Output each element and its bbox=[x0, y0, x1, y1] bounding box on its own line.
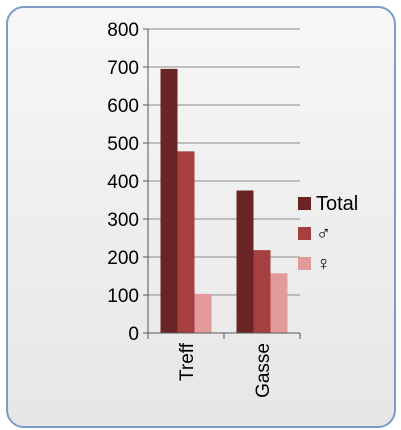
legend-label: Total bbox=[316, 193, 358, 215]
x-tick-label: Gasse bbox=[253, 343, 274, 398]
legend-label: ♂ bbox=[316, 223, 331, 245]
bars bbox=[160, 68, 288, 334]
axes bbox=[143, 28, 301, 339]
legend-swatch bbox=[298, 227, 311, 240]
bar-treff-2 bbox=[194, 293, 212, 333]
chart-frame bbox=[6, 6, 396, 428]
y-tick-labels: 0 100 200 300 400 500 600 700 800 bbox=[107, 20, 139, 345]
legend-swatch bbox=[298, 197, 311, 210]
y-tick-label: 200 bbox=[107, 248, 139, 269]
y-tick-label: 500 bbox=[107, 134, 139, 155]
legend-swatch bbox=[298, 257, 311, 270]
y-tick-label: 600 bbox=[107, 96, 139, 117]
legend: Total ♂ ♀ bbox=[298, 193, 358, 275]
bar-gasse-0 bbox=[236, 190, 254, 333]
x-tick-label: Treff bbox=[177, 342, 198, 381]
y-tick-label: 400 bbox=[107, 172, 139, 193]
y-tick-label: 700 bbox=[107, 58, 139, 79]
y-tick-label: 0 bbox=[128, 324, 139, 345]
bar-treff-0 bbox=[160, 68, 178, 334]
y-tick-label: 800 bbox=[107, 20, 139, 41]
legend-label: ♀ bbox=[316, 253, 331, 275]
bar-gasse-1 bbox=[253, 250, 271, 333]
y-tick-label: 100 bbox=[107, 286, 139, 307]
y-tick-label: 300 bbox=[107, 210, 139, 231]
bar-treff-1 bbox=[177, 151, 195, 333]
x-tick-labels: Treff Gasse bbox=[177, 342, 274, 398]
bar-gasse-2 bbox=[270, 273, 288, 333]
